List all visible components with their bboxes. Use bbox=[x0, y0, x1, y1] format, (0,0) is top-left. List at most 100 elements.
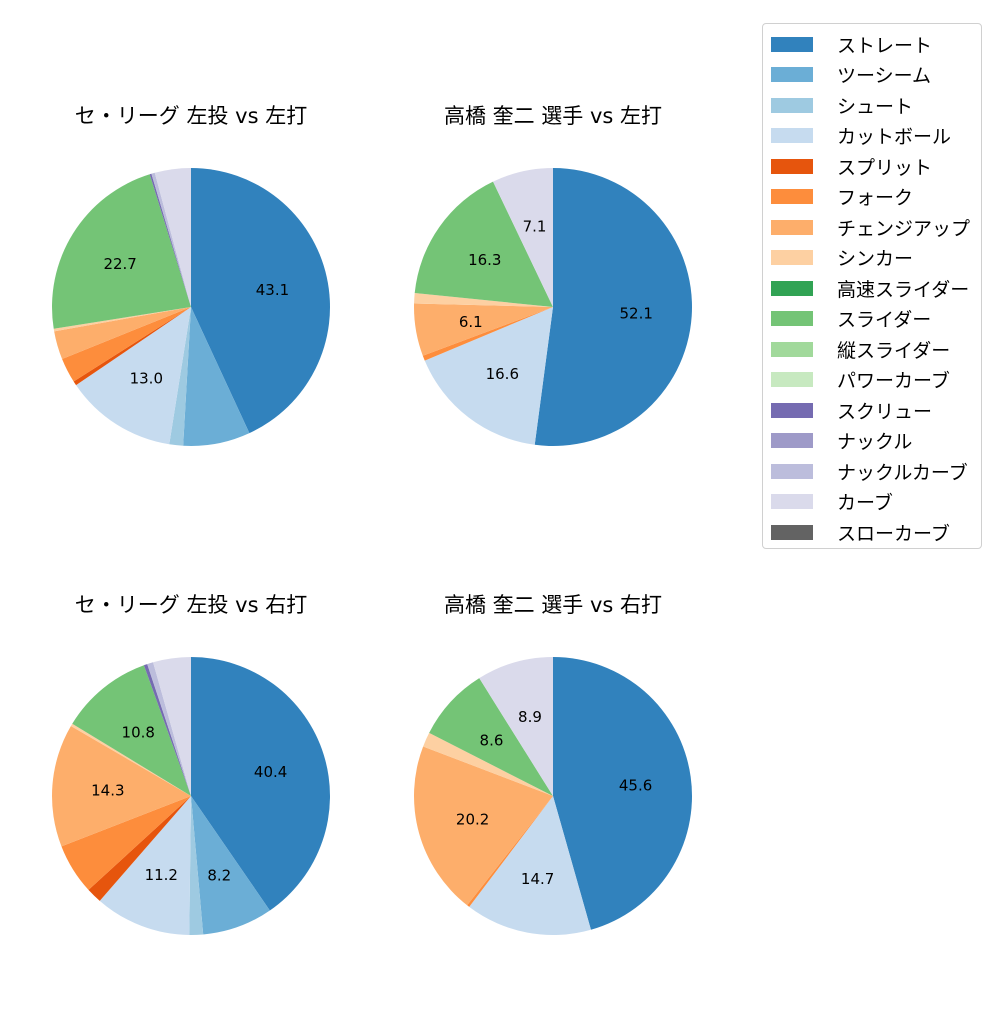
legend-swatch bbox=[771, 524, 813, 540]
legend-label: カーブ bbox=[837, 492, 893, 514]
pie-slice bbox=[429, 678, 553, 796]
legend-item: スライダー bbox=[771, 307, 931, 331]
legend-item: シンカー bbox=[771, 246, 913, 270]
legend-swatch bbox=[771, 311, 813, 326]
pie-slice bbox=[72, 665, 191, 796]
legend-label: スライダー bbox=[837, 309, 932, 331]
legend-swatch bbox=[771, 250, 813, 265]
legend-swatch bbox=[771, 128, 813, 143]
legend-label: シュート bbox=[837, 95, 914, 118]
pie-slice-label: 16.3 bbox=[468, 251, 501, 269]
pie-slice bbox=[62, 307, 191, 382]
legend-label: 縦スライダー bbox=[837, 339, 951, 362]
chart-title: 高橋 奎二 選手 vs 右打 bbox=[443, 593, 663, 617]
pie-slice bbox=[479, 657, 553, 796]
legend-label: チェンジアップ bbox=[837, 217, 971, 240]
pie-slice bbox=[154, 168, 191, 307]
pie-slice-label: 14.3 bbox=[91, 781, 124, 799]
pie-slice bbox=[153, 657, 191, 796]
legend-item: フォーク bbox=[771, 185, 913, 209]
pie-slice bbox=[76, 307, 191, 445]
chart-title: セ・リーグ 左投 vs 左打 bbox=[74, 104, 308, 128]
legend-item: カットボール bbox=[771, 124, 951, 148]
legend-swatch bbox=[771, 433, 813, 448]
pie-slice-label: 8.6 bbox=[480, 732, 504, 750]
legend-label: ツーシーム bbox=[837, 65, 932, 87]
pie-slice bbox=[88, 796, 191, 901]
pie-slice bbox=[51, 174, 191, 329]
legend-item: ナックル bbox=[771, 429, 912, 453]
pie-slice-label: 10.8 bbox=[122, 723, 155, 741]
pie-slice bbox=[191, 168, 331, 434]
legend-label: パワーカーブ bbox=[837, 370, 950, 392]
pie-slice bbox=[169, 307, 191, 446]
pie-slice bbox=[469, 796, 591, 935]
pie-slice bbox=[149, 173, 191, 307]
legend-label: スプリット bbox=[837, 156, 933, 179]
legend-label: スローカーブ bbox=[837, 522, 950, 545]
pie-slice bbox=[191, 796, 270, 935]
pie-panel-league-vs-right: セ・リーグ 左投 vs 右打 40.4 8.2 11.2 14.3 10.8 bbox=[51, 589, 411, 1009]
pie-slice-label: 52.1 bbox=[620, 304, 653, 322]
pie-slice bbox=[183, 307, 250, 446]
legend-label: スクリュー bbox=[837, 400, 933, 423]
pie-chart: 45.6 14.7 20.2 8.6 8.9 bbox=[414, 657, 692, 935]
pie-slice bbox=[534, 168, 693, 447]
pie-slice bbox=[151, 172, 191, 307]
legend-swatch bbox=[771, 97, 813, 113]
pie-slice bbox=[147, 662, 191, 796]
pie-slice-label: 22.7 bbox=[103, 255, 136, 273]
pie-slice-label: 13.0 bbox=[130, 369, 163, 387]
legend-item: スクリュー bbox=[771, 398, 933, 423]
pie-slice-label: 11.2 bbox=[145, 866, 178, 884]
legend-label: 高速スライダー bbox=[837, 278, 970, 301]
legend-label: ナックルカーブ bbox=[837, 461, 968, 484]
pie-slice bbox=[414, 181, 553, 307]
legend-swatch bbox=[771, 402, 813, 418]
pie-slice bbox=[189, 796, 204, 935]
legend-item: ツーシーム bbox=[771, 63, 931, 87]
legend-item: 高速スライダー bbox=[771, 276, 970, 301]
legend-swatch bbox=[771, 463, 813, 479]
pie-slice-label: 8.2 bbox=[207, 866, 231, 884]
legend-swatch bbox=[771, 158, 813, 174]
legend-swatch bbox=[771, 494, 813, 509]
pie-slice-label: 16.6 bbox=[486, 365, 519, 383]
legend-swatch bbox=[771, 372, 813, 387]
pie-slice bbox=[422, 307, 553, 361]
legend-item: スローカーブ bbox=[771, 520, 950, 545]
legend-swatch bbox=[771, 280, 813, 296]
pie-slice bbox=[61, 796, 192, 890]
pie-slice-label: 6.1 bbox=[459, 313, 483, 331]
legend-item: チェンジアップ bbox=[771, 215, 971, 240]
legend-item: シュート bbox=[771, 93, 914, 118]
legend-item: スプリット bbox=[771, 154, 933, 179]
legend-swatch bbox=[771, 67, 813, 82]
pie-panel-takahashi-vs-right: 高橋 奎二 選手 vs 右打 45.6 14.7 20.2 8.6 8.9 bbox=[413, 589, 773, 1009]
legend-swatch bbox=[771, 341, 813, 357]
pie-chart: 52.1 16.6 6.1 16.3 7.1 bbox=[414, 168, 693, 447]
legend-label: シンカー bbox=[837, 248, 914, 270]
legend-item: ナックルカーブ bbox=[771, 459, 968, 484]
legend-label: フォーク bbox=[837, 187, 914, 209]
legend-label: ストレート bbox=[837, 34, 933, 57]
legend-label: カットボール bbox=[837, 126, 952, 148]
pie-slice bbox=[423, 732, 553, 796]
pie-slice bbox=[70, 723, 191, 796]
pie-slice-label: 43.1 bbox=[256, 281, 289, 299]
pie-slice bbox=[53, 307, 191, 332]
legend-swatch bbox=[771, 189, 813, 204]
pie-slice bbox=[493, 168, 553, 307]
pie-slice bbox=[414, 746, 553, 906]
pie-panel-takahashi-vs-left: 高橋 奎二 選手 vs 左打 52.1 16.6 6.1 16.3 7.1 bbox=[413, 100, 773, 520]
pie-slice bbox=[54, 307, 192, 359]
chart-title: 高橋 奎二 選手 vs 左打 bbox=[443, 104, 663, 128]
pie-slice bbox=[424, 307, 553, 445]
pie-slice-label: 14.7 bbox=[521, 870, 554, 888]
pie-slice-label: 45.6 bbox=[619, 777, 652, 795]
pie-slice-label: 20.2 bbox=[456, 810, 489, 828]
chart-title: セ・リーグ 左投 vs 右打 bbox=[74, 593, 308, 617]
pie-panel-league-vs-left: セ・リーグ 左投 vs 左打 43.1 13.0 22.7 bbox=[51, 100, 411, 520]
pie-slice-label: 40.4 bbox=[254, 763, 287, 781]
legend-item: カーブ bbox=[771, 490, 893, 514]
